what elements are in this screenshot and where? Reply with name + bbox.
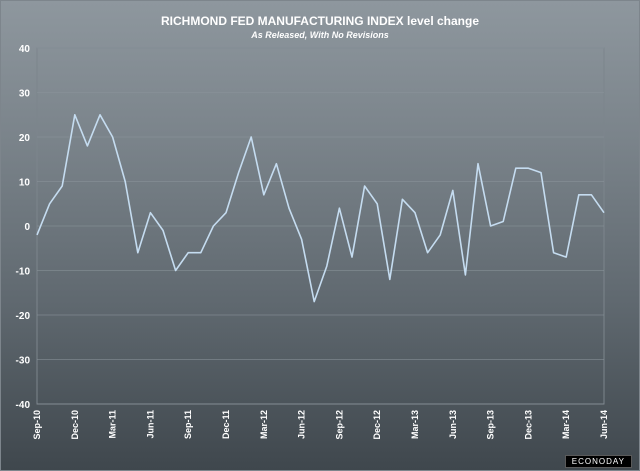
x-tick-label: Sep-12 xyxy=(334,410,344,440)
y-tick-label: -10 xyxy=(16,267,31,278)
x-tick-label: Mar-14 xyxy=(561,410,571,439)
x-tick-label: Jun-12 xyxy=(297,410,307,439)
chart-subtitle: As Released, With No Revisions xyxy=(251,30,389,40)
x-tick-label: Sep-13 xyxy=(486,410,496,440)
series-line xyxy=(36,114,605,303)
x-tick-label: Sep-11 xyxy=(183,410,193,439)
x-tick-label: Jun-14 xyxy=(599,410,609,439)
x-tick-label: Mar-12 xyxy=(259,410,269,439)
y-tick-label: 30 xyxy=(19,89,31,100)
econoday-logo: ECONODAY xyxy=(564,455,632,468)
x-tick-label: Jun-11 xyxy=(145,410,155,439)
y-tick-label: -40 xyxy=(16,400,31,411)
x-tick-label: Dec-11 xyxy=(221,410,231,439)
y-tick-label: 10 xyxy=(19,178,31,189)
x-tick-label: Dec-10 xyxy=(70,410,80,440)
x-tick-label: Mar-13 xyxy=(410,410,420,439)
y-tick-label: -30 xyxy=(16,356,31,367)
x-tick-label: Dec-12 xyxy=(372,410,382,440)
x-tick-label: Jun-13 xyxy=(448,410,458,439)
chart-title: RICHMOND FED MANUFACTURING INDEX level c… xyxy=(160,14,480,28)
y-tick-label: -20 xyxy=(16,311,31,322)
x-tick-label: Mar-11 xyxy=(108,410,118,439)
y-tick-label: 20 xyxy=(19,133,31,144)
x-tick-label: Dec-13 xyxy=(523,410,533,440)
x-tick-label: Sep-10 xyxy=(32,410,42,440)
y-tick-label: 40 xyxy=(19,44,31,55)
y-tick-label: 0 xyxy=(24,222,30,233)
